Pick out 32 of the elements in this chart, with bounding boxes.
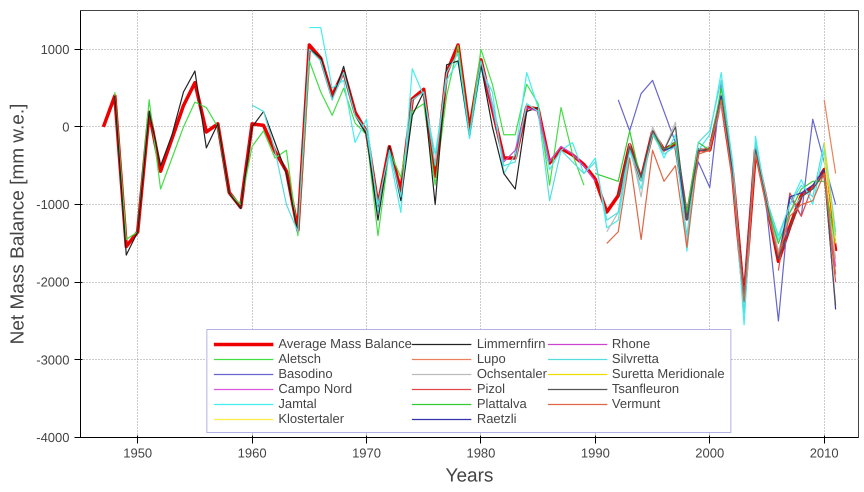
legend-label: Suretta Meridionale: [612, 366, 725, 381]
y-tick-label: 0: [62, 119, 70, 134]
x-tick-label: 1950: [123, 446, 152, 460]
legend-label: Ochsentaler: [476, 366, 547, 381]
legend-label: Tsanfleuron: [612, 381, 680, 396]
legend-label: Plattalva: [476, 396, 527, 411]
legend-label: Raetzli: [476, 411, 517, 426]
y-tick-label: -1000: [36, 197, 70, 212]
legend-label: Klostertaler: [278, 411, 344, 426]
x-tick-label: 1990: [580, 446, 610, 460]
x-axis-title: Years: [446, 466, 494, 486]
legend-label: Jamtal: [278, 396, 317, 411]
legend-label: Aletsch: [278, 351, 321, 366]
legend-label: Vermunt: [612, 396, 660, 411]
legend-label: Pizol: [476, 381, 505, 396]
x-tick-label: 1970: [352, 446, 381, 460]
legend-label: Campo Nord: [278, 381, 352, 396]
x-tick-label: 1960: [238, 446, 267, 460]
x-tick-label: 2000: [695, 446, 724, 460]
legend-label: Basodino: [278, 366, 333, 381]
legend-label: Silvretta: [612, 351, 659, 366]
y-tick-label: 1000: [40, 42, 70, 57]
y-tick-label: -2000: [36, 274, 70, 290]
y-axis-title: Net Mass Balance [mm w.e.]: [7, 104, 28, 344]
y-tick-label: -4000: [36, 430, 70, 445]
x-tick-label: 1980: [466, 446, 496, 460]
legend-label: Rhone: [612, 336, 650, 351]
y-tick-label: -3000: [36, 352, 70, 368]
x-tick-label: 2010: [810, 446, 839, 460]
legend-label: Average Mass Balance: [278, 336, 412, 351]
legend-label: Limmernfirn: [476, 336, 546, 351]
legend-label: Lupo: [476, 351, 506, 366]
